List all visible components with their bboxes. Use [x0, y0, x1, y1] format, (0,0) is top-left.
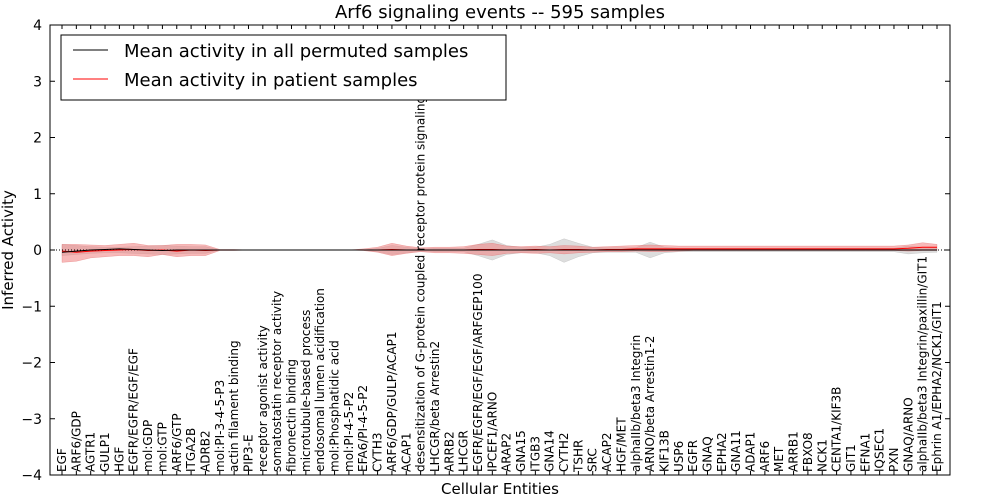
x-tick-label: CYTH3: [371, 433, 385, 473]
x-tick-label: ADRB2: [198, 430, 212, 472]
x-tick-label: alphaIIb/beta3 Integrin: [629, 335, 643, 472]
legend-label-patient: Mean activity in patient samples: [124, 70, 418, 91]
x-tick-label: ARRB1: [787, 431, 801, 472]
x-tick-label: ARF6/GTP: [170, 413, 184, 472]
x-tick-label: GNAQ/ARNO: [901, 397, 915, 472]
axes-frame: [49, 24, 951, 476]
x-tick-label: microtubule-based process: [299, 310, 313, 472]
x-tick-label: EFNA1: [858, 433, 872, 472]
x-tick-label: CENTA1/KIF3B: [830, 387, 844, 472]
x-tick-label: Ephrin A1/EPHA2/NCK1/GIT1: [930, 301, 944, 472]
x-tick-label: HGF: [112, 447, 126, 472]
x-tick-label: mol:Phosphatidic acid: [328, 340, 342, 472]
y-tick-label: −3: [21, 412, 42, 428]
x-tick-label: ADAP1: [744, 432, 758, 472]
x-tick-label: ITGB3: [528, 436, 542, 472]
y-tick-label: 3: [33, 74, 42, 90]
x-tick-label: SRC: [586, 448, 600, 472]
x-tick-label: IQSEC1: [873, 428, 887, 472]
legend-box: [60, 34, 507, 101]
x-tick-label: actin filament binding: [227, 340, 241, 472]
x-tick-label: fibronectin binding: [285, 359, 299, 472]
x-tick-label: ARF6: [758, 441, 772, 472]
x-tick-label: mol:PI-4-5-P2: [342, 392, 356, 472]
x-tick-label: endosomal lumen acidification: [313, 288, 327, 472]
x-tick-label: ARF6/GDP: [69, 411, 83, 472]
legend: Mean activity in all permuted samples Me…: [60, 34, 507, 101]
x-tick-label: somatostatin receptor activity: [270, 291, 284, 472]
x-axis-label: Cellular Entities: [441, 480, 559, 498]
x-tick-label: EGFR/EGFR/EGF/EGF/ARFGEP100: [471, 274, 485, 472]
y-tick-label: −2: [21, 356, 42, 372]
x-tick-label: HGF/MET: [614, 417, 628, 472]
y-tick-label: 0: [33, 243, 42, 259]
x-tick-label: ITGA2B: [184, 428, 198, 472]
x-tick-label: desensitization of G-protein coupled rec…: [414, 41, 428, 472]
x-tick-label: EGF: [55, 448, 69, 472]
x-tick-label: PXN: [887, 448, 901, 472]
x-tick-label: ARF6/GDP/GULP/ACAP1: [385, 332, 399, 472]
x-tick-label: GULP1: [98, 432, 112, 472]
x-tick-label: ARNO/beta Arrestin1-2: [643, 336, 657, 472]
x-tick-label: EGFR: [686, 440, 700, 472]
legend-label-permuted: Mean activity in all permuted samples: [124, 41, 468, 62]
x-axis-tick-labels: EGF ARF6/GDP AGTR1 GULP1 HGF EGFR/EGFR/EGF/EG…: [55, 25, 944, 475]
x-tick-label: LHCGR: [457, 430, 471, 472]
x-tick-label: IPCEF1/ARNO: [485, 392, 499, 472]
series-line-permuted: [61, 248, 937, 253]
x-tick-label: PIP3-E: [241, 434, 255, 472]
x-tick-label: ARRB2: [442, 431, 456, 472]
x-tick-label: LHCGR/beta Arrestin2: [428, 341, 442, 472]
plot-area: [50, 238, 950, 263]
x-tick-label: ARAP2: [500, 433, 514, 472]
y-axis: 4 3 2 1 0 −1 −2 −3 −4: [21, 18, 950, 484]
x-tick-label: CYTH2: [557, 433, 571, 473]
x-tick-label: FBXO8: [801, 432, 815, 472]
x-tick-label: TSHR: [571, 440, 585, 473]
x-tick-label: alphaIIb/beta3 Integrin/paxillin/GIT1: [916, 256, 930, 472]
x-tick-label: KIF13B: [657, 430, 671, 472]
x-tick-label: EPHA2: [715, 432, 729, 472]
patient-range-band: [61, 242, 938, 263]
x-tick-label: mol:GTP: [155, 422, 169, 472]
y-tick-label: 1: [33, 187, 42, 203]
y-tick-label: −1: [21, 299, 42, 315]
x-tick-label: GNAQ: [700, 436, 714, 472]
chart-title: Arf6 signaling events -- 595 samples: [335, 2, 665, 23]
y-tick-label: 2: [33, 131, 42, 147]
x-tick-label: NCK1: [815, 439, 829, 472]
x-tick-label: GNA15: [514, 430, 528, 472]
x-tick-label: AGTR1: [84, 432, 98, 472]
x-tick-label: GIT1: [844, 444, 858, 472]
y-tick-label: 4: [33, 18, 42, 34]
x-tick-label: ACAP1: [399, 433, 413, 472]
x-tick-label: mol:PI-3-4-5-P3: [213, 380, 227, 472]
x-tick-label: GNA14: [543, 430, 557, 472]
x-tick-label: GNA11: [729, 430, 743, 472]
y-tick-label: −4: [21, 468, 42, 484]
x-tick-label: mol:GDP: [141, 420, 155, 472]
y-axis-label: Inferred Activity: [0, 190, 17, 310]
x-tick-label: ACAP2: [600, 433, 614, 472]
x-tick-label: EFA6/PI-4-5-P2: [356, 385, 370, 472]
x-tick-label: USP6: [672, 441, 686, 472]
x-tick-label: MET: [772, 446, 786, 472]
x-tick-label: receptor agonist activity: [256, 325, 270, 472]
x-tick-label: EGFR/EGFR/EGF/EGF: [127, 348, 141, 472]
